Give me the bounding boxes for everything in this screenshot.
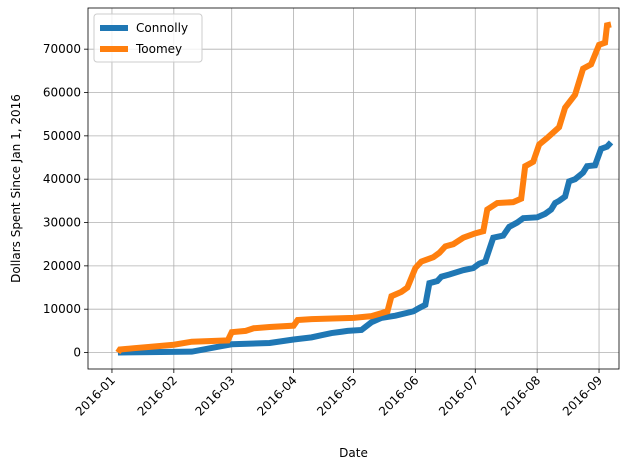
grid (88, 8, 619, 369)
legend: Connolly Toomey (93, 13, 203, 63)
series-layer (115, 21, 614, 356)
y-tick-label: 50000 (43, 129, 81, 143)
y-axis-label: Dollars Spent Since Jan 1, 2016 (9, 94, 23, 283)
y-tick-label: 60000 (43, 86, 81, 100)
y-tick-label: 0 (73, 346, 81, 360)
series-line-connolly (117, 140, 614, 356)
legend-label-connolly: Connolly (136, 21, 188, 35)
y-tick-label: 20000 (43, 259, 81, 273)
legend-label-toomey: Toomey (135, 42, 182, 56)
y-tick-label: 30000 (43, 216, 81, 230)
y-tick-label: 40000 (43, 172, 81, 186)
y-axis: 0 10000 20000 30000 40000 50000 60000 70000 (43, 42, 88, 360)
y-tick-label: 70000 (43, 42, 81, 56)
series-line-toomey (115, 21, 612, 355)
x-axis-label: Date (339, 446, 368, 460)
y-tick-label: 10000 (43, 302, 81, 316)
